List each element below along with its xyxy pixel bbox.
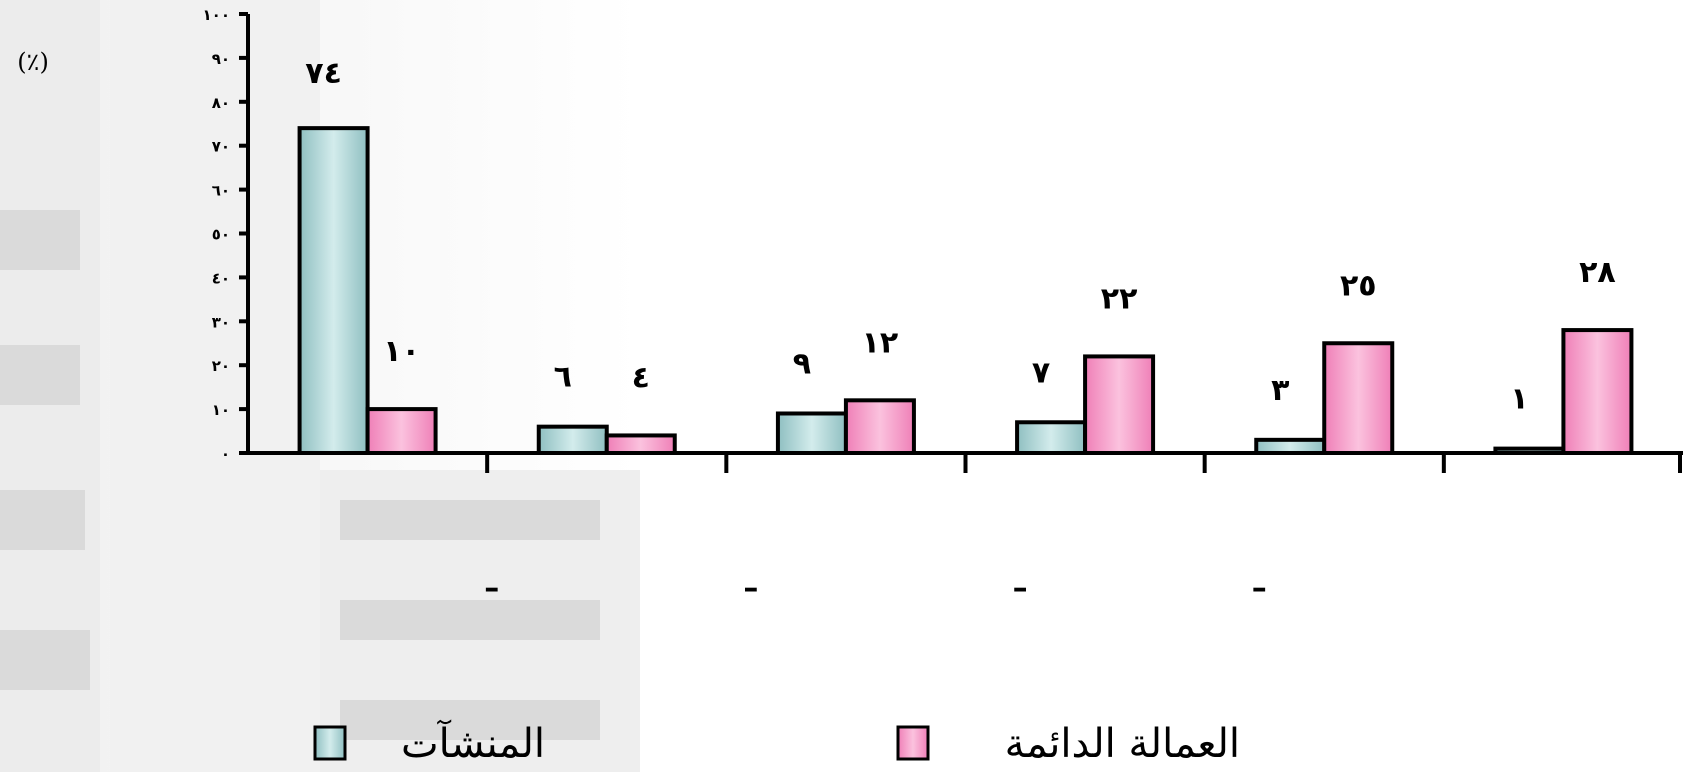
x-axis [248, 451, 1683, 473]
data-label-s1-c4: ٢٥ [1340, 268, 1377, 303]
bar-s0-c5 [1493, 446, 1566, 455]
y-axis: ٠ ١٠ ٢٠ ٣٠ ٤٠ ٥٠ ٦٠ ٧٠ ٨٠ ٩٠ ١٠٠ [203, 6, 250, 463]
data-label-s0-c5: ١ [1510, 382, 1528, 417]
data-label-s1-c1: ٤ [632, 360, 650, 395]
bar-s1-c2 [843, 398, 916, 456]
category-label-2: – [743, 571, 758, 606]
bar-s1-c1 [604, 433, 677, 456]
legend-swatch-permanent-labor [896, 725, 930, 761]
bar-s1-c3 [1083, 354, 1156, 456]
legend-item-permanent-labor: العمالة الدائمة [896, 721, 1240, 767]
bar-s0-c0 [297, 126, 370, 455]
data-label-s0-c1: ٦ [554, 360, 572, 395]
bar-s1-c5 [1561, 328, 1634, 455]
y-tick-label: ٩٠ [212, 50, 230, 68]
y-tick-label: ٢٠ [212, 357, 230, 375]
legend-item-establishments: المنشآت [313, 719, 545, 767]
data-label-s1-c5: ٢٨ [1579, 255, 1616, 290]
y-tick-label: ١٠ [212, 401, 230, 419]
legend: المنشآت العمالة الدائمة [313, 719, 1240, 767]
y-tick-label: ٤٠ [212, 269, 230, 287]
category-label-1: – [484, 571, 499, 606]
legend-label-permanent-labor: العمالة الدائمة [1005, 721, 1240, 767]
bar-s0-c1 [536, 424, 609, 456]
y-tick-label: ٠ [221, 445, 230, 463]
data-label-s1-c0: ١٠ [383, 334, 420, 369]
data-label-s1-c2: ١٢ [862, 325, 899, 360]
bar-s1-c4 [1322, 341, 1395, 455]
y-tick-label: ١٠٠ [203, 6, 230, 24]
data-label-s0-c3: ٧ [1032, 355, 1050, 390]
y-tick-label: ٥٠ [212, 226, 230, 244]
bars-group [297, 126, 1634, 456]
y-tick-label: ٣٠ [212, 313, 230, 331]
data-label-s1-c3: ٢٢ [1101, 281, 1138, 316]
category-label-4: – [1252, 571, 1267, 606]
y-tick-label: ٨٠ [212, 94, 230, 112]
data-labels-group: ٧٤ ٦ ٩ ٧ ٣ ١ ١٠ ٤ ١٢ ٢٢ ٢٥ ٢٨ [305, 56, 1615, 416]
y-tick-label: ٧٠ [212, 138, 230, 156]
bar-s1-c0 [365, 407, 438, 456]
category-labels-group: – – – – [484, 571, 1267, 606]
legend-label-establishments: المنشآت [401, 719, 545, 767]
y-tick-label: ٦٠ [212, 182, 230, 200]
bar-s0-c3 [1015, 420, 1088, 455]
legend-swatch-establishments [313, 725, 347, 761]
category-label-3: – [1013, 571, 1028, 606]
y-axis-unit-label: (٪) [17, 48, 49, 76]
data-label-s0-c0: ٧٤ [305, 56, 342, 91]
data-label-s0-c4: ٣ [1271, 373, 1289, 408]
bar-s0-c2 [775, 411, 848, 455]
bar-s0-c4 [1254, 437, 1327, 455]
data-label-s0-c2: ٩ [793, 346, 811, 381]
